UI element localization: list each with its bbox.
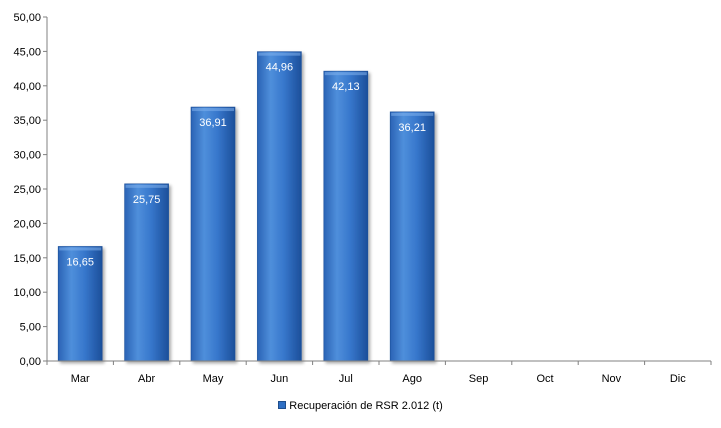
x-tick-label: Jun (271, 373, 289, 385)
legend-label: Recuperación de RSR 2.012 (t) (289, 400, 443, 412)
x-tick-label: May (203, 373, 224, 385)
x-tick-label: Abr (138, 373, 155, 385)
y-tick-label: 25,00 (13, 184, 41, 196)
bar (389, 111, 435, 362)
bar-highlight (59, 247, 102, 251)
data-label: 42,13 (332, 81, 360, 93)
x-tick-label: Dic (670, 373, 686, 385)
bar-highlight (125, 184, 168, 188)
data-labels: 16,65 25,75 36,91 44,96 42,13 36,21 (66, 62, 426, 269)
y-tick-label: 50,00 (13, 12, 41, 24)
x-tick-label: Mar (71, 373, 90, 385)
x-tick-label: Sep (469, 373, 489, 385)
x-axis-tick-labels: Mar Abr May Jun Jul Ago Sep Oct Nov Dic (71, 373, 687, 385)
bar (323, 70, 369, 362)
y-tick-label: 0,00 (20, 356, 41, 368)
x-tick-label: Ago (402, 373, 422, 385)
y-tick-label: 5,00 (20, 322, 41, 334)
bar-highlight (391, 112, 434, 116)
legend: Recuperación de RSR 2.012 (t) (0, 400, 721, 412)
y-tick-label: 35,00 (13, 115, 41, 127)
bar-highlight (258, 52, 301, 56)
axes (43, 16, 712, 365)
y-tick-label: 15,00 (13, 253, 41, 265)
bars (57, 51, 435, 362)
data-label: 36,21 (398, 122, 426, 134)
bar (124, 183, 169, 362)
bar (57, 246, 103, 362)
y-tick-label: 20,00 (13, 218, 41, 230)
data-label: 36,91 (199, 117, 227, 129)
bar (257, 51, 302, 362)
x-tick-label: Nov (602, 373, 622, 385)
y-axis-tick-labels: 0,00 5,00 10,00 15,00 20,00 25,00 30,00 35,00 40… (13, 12, 41, 368)
y-tick-label: 40,00 (13, 81, 41, 93)
legend-swatch (278, 401, 287, 409)
bar (190, 106, 236, 362)
data-label: 25,75 (133, 194, 161, 206)
x-tick-label: Jul (339, 373, 353, 385)
y-tick-label: 45,00 (13, 46, 41, 58)
bar-highlight (324, 72, 367, 76)
y-tick-label: 10,00 (13, 287, 41, 299)
data-label: 44,96 (266, 62, 294, 74)
bar-highlight (192, 108, 234, 112)
data-label: 16,65 (66, 256, 94, 268)
x-tick-label: Oct (536, 373, 553, 385)
y-tick-label: 30,00 (13, 150, 41, 162)
